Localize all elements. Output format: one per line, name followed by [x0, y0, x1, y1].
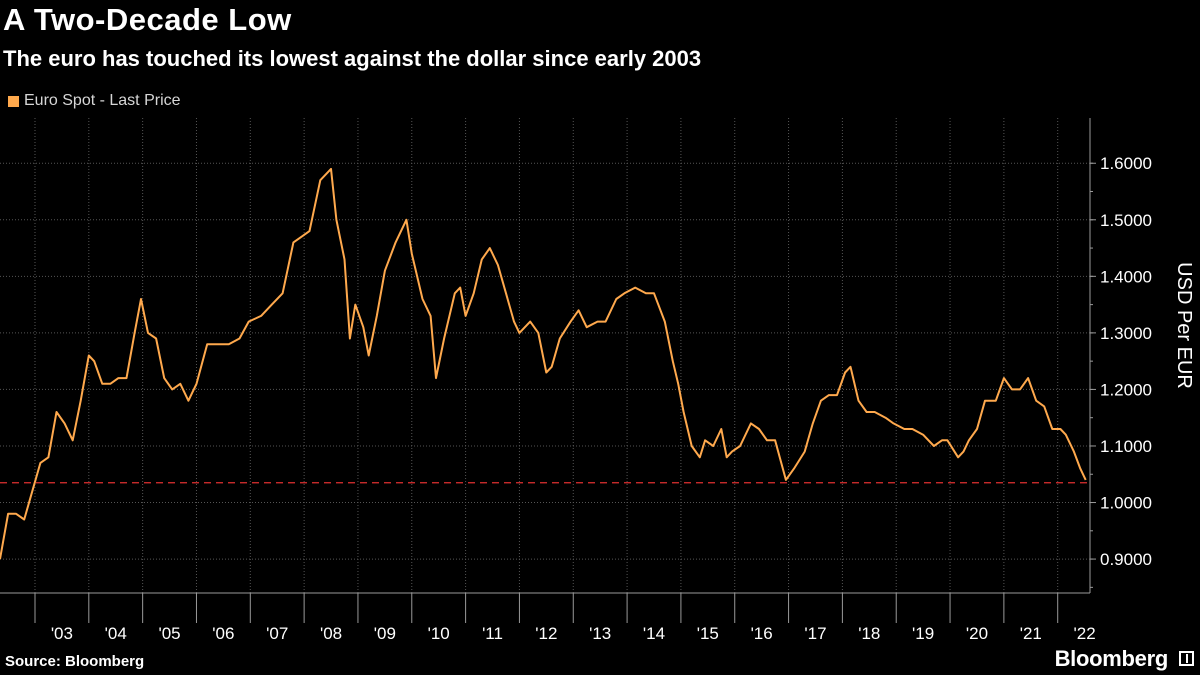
legend-label: Euro Spot - Last Price	[24, 92, 181, 109]
x-tick-label: '21	[1020, 624, 1042, 643]
series-line-euro-spot	[0, 167, 1087, 560]
x-tick-label: '19	[912, 624, 934, 643]
y-tick-label: 1.3000	[1100, 324, 1152, 343]
y-tick-label: 1.0000	[1100, 494, 1152, 513]
brand-icon	[1179, 651, 1194, 666]
y-tick-label: 1.2000	[1100, 380, 1152, 399]
x-tick-label: '08	[320, 624, 342, 643]
x-tick-label: '05	[158, 624, 180, 643]
x-tick-label: '18	[858, 624, 880, 643]
x-tick-label: '15	[697, 624, 719, 643]
x-tick-label: '11	[482, 624, 503, 643]
legend: Euro Spot - Last Price	[8, 92, 181, 110]
x-tick-label: '22	[1074, 624, 1096, 643]
legend-swatch	[8, 95, 19, 107]
x-tick-label: '14	[643, 624, 665, 643]
line-chart: 0.9000 1.0000 1.1000 1.2000 1.3000 1.4000 1.50…	[0, 118, 1195, 643]
x-tick-label: '04	[105, 624, 127, 643]
x-tick-label: '12	[535, 624, 557, 643]
x-tick-label: '17	[804, 624, 826, 643]
x-tick-label: '20	[966, 624, 988, 643]
x-tick-label: '13	[589, 624, 611, 643]
source-note: Source: Bloomberg	[5, 653, 145, 670]
y-tick-label: 1.6000	[1100, 154, 1152, 173]
y-tick-label: 0.9000	[1100, 550, 1152, 569]
x-tick-label: '09	[374, 624, 396, 643]
x-tick-label: '06	[212, 624, 234, 643]
x-tick-label: '10	[428, 624, 450, 643]
y-tick-label: 1.4000	[1100, 267, 1152, 286]
chart-title: A Two-Decade Low	[3, 2, 292, 37]
y-tick-label: 1.1000	[1100, 437, 1152, 456]
y-tick-label: 1.5000	[1100, 211, 1152, 230]
x-tick-label: '03	[51, 624, 73, 643]
y-axis-title: USD Per EUR	[1173, 262, 1195, 389]
brand-logo: Bloomberg	[1054, 646, 1169, 671]
chart-subtitle: The euro has touched its lowest against …	[3, 46, 702, 71]
x-tick-label: '07	[266, 624, 288, 643]
x-tick-label: '16	[751, 624, 773, 643]
